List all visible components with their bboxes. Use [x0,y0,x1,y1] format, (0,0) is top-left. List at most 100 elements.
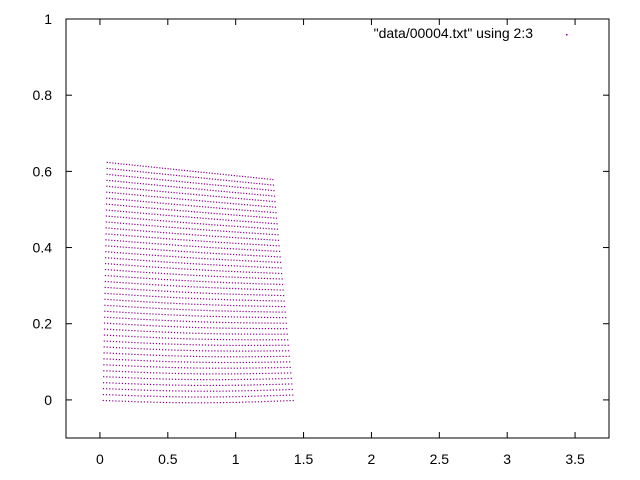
data-point [227,213,229,216]
data-point [276,223,278,225]
data-point [256,299,258,302]
data-point [247,288,249,290]
data-point [115,370,117,372]
data-point [119,276,121,278]
data-point [128,187,130,189]
data-point [182,309,184,311]
data-point [239,220,241,222]
data-point [204,402,206,404]
data-point [163,249,165,251]
data-point [169,396,171,398]
data-point [264,250,266,252]
data-point [253,384,255,386]
data-point [154,207,156,209]
data-point [262,255,264,257]
data-point [212,189,214,192]
data-point [168,355,170,357]
data-point [116,323,118,325]
data-point [137,395,139,397]
data-point [254,350,256,352]
data-point [282,389,284,391]
data-point [236,310,238,312]
data-point [173,296,175,299]
data-point [205,298,208,300]
data-point [245,181,247,183]
data-point [269,383,271,386]
data-point [140,395,142,397]
data-point [243,237,245,239]
data-point [178,262,180,264]
data-point [123,181,125,183]
data-point [212,247,214,249]
data-point [163,267,165,269]
data-point [190,280,192,282]
data-point [262,261,264,263]
data-point [143,277,145,279]
data-point [208,281,210,283]
data-point [183,251,185,253]
data-point [284,383,287,385]
data-point [241,288,243,290]
data-point [222,224,224,227]
data-point [122,317,124,319]
data-point [165,384,167,386]
data-point [246,204,248,206]
data-point [241,254,243,256]
data-point [120,187,122,189]
data-point [266,205,268,208]
data-point [189,176,191,178]
data-point [199,217,201,219]
data-point [154,201,156,204]
data-point [184,175,186,177]
data-point [165,366,167,368]
data-point [227,259,229,261]
data-point [236,175,238,177]
data-point [248,316,251,318]
data-point [182,314,184,316]
data-point [162,220,164,222]
data-point [205,367,207,369]
data-point [201,252,203,254]
data-point [197,298,199,300]
data-point [251,395,253,397]
data-point [253,294,255,296]
data-point [213,264,215,266]
data-point [150,395,152,397]
data-point [178,285,180,287]
data-point [239,214,241,216]
data-point [185,216,187,218]
data-point [255,205,257,207]
data-point [162,366,164,368]
data-point [142,171,144,173]
data-point [140,365,142,368]
data-point [140,224,142,226]
data-point [248,395,250,397]
data-point [221,373,223,375]
data-point [148,236,150,238]
data-point [207,195,209,197]
data-point [186,349,188,351]
data-point [258,277,260,279]
data-point [182,303,184,305]
data-point [137,200,139,202]
data-point [157,249,159,251]
data-point [218,367,220,369]
data-point [158,296,160,298]
data-point [274,261,276,263]
data-point [226,350,228,352]
data-point [219,396,221,398]
data-point [226,344,228,346]
data-point [134,324,136,326]
data-point [288,350,290,352]
data-point [128,247,130,249]
data-point [143,383,145,385]
data-point [276,400,279,402]
data-point [170,308,172,310]
data-point [134,306,136,308]
data-point [121,365,124,367]
data-point [251,232,253,234]
data-point [229,344,231,346]
data-point [198,338,200,340]
data-point [243,373,245,375]
data-point [213,258,215,260]
